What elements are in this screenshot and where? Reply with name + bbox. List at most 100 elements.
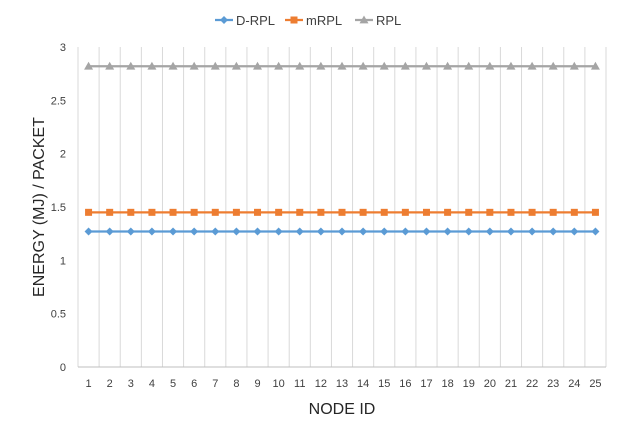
x-tick-label: 19	[463, 378, 475, 390]
x-tick-label: 3	[128, 378, 134, 390]
x-tick-label: 25	[589, 378, 601, 390]
x-tick-label: 18	[441, 378, 453, 390]
data-point-d-rpl	[295, 227, 304, 236]
data-point-d-rpl	[190, 227, 199, 236]
data-point-rpl	[590, 61, 600, 70]
data-point-d-rpl	[528, 227, 537, 236]
x-tick-label: 15	[378, 378, 390, 390]
y-tick-label: 2	[60, 149, 66, 161]
x-tick-label: 11	[294, 378, 305, 390]
data-point-d-rpl	[169, 227, 178, 236]
series-mrpl	[85, 208, 599, 216]
grid	[77, 47, 607, 367]
data-point-rpl	[295, 61, 305, 70]
data-point-mrpl	[570, 208, 578, 216]
series-d-rpl	[84, 227, 600, 236]
data-point-mrpl	[507, 208, 515, 216]
data-point-mrpl	[211, 208, 219, 216]
data-point-d-rpl	[591, 227, 600, 236]
x-tick-label: 16	[399, 378, 411, 390]
data-point-mrpl	[275, 208, 283, 216]
legend-item-mrpl: mRPL	[285, 13, 342, 28]
x-tick-label: 14	[357, 378, 369, 390]
data-point-d-rpl	[485, 227, 494, 236]
legend-item-rpl: RPL	[355, 13, 401, 28]
data-point-d-rpl	[338, 227, 346, 236]
data-point-d-rpl	[401, 227, 410, 236]
data-point-rpl	[210, 61, 220, 70]
data-point-rpl	[337, 61, 347, 70]
legend-label-mrpl: mRPL	[306, 13, 342, 28]
x-tick-label: 4	[149, 378, 155, 390]
data-point-rpl	[506, 61, 516, 70]
data-point-mrpl	[296, 208, 304, 216]
data-point-rpl	[105, 61, 115, 70]
y-tick-label: 1.5	[51, 202, 66, 214]
data-point-d-rpl	[105, 227, 114, 236]
data-point-d-rpl	[549, 227, 558, 236]
data-point-rpl	[548, 61, 558, 70]
axes: 00.511.522.531 2 3 4 5 6 7 8 9 10 11 12 13 14 15 16 17 18…	[51, 42, 606, 390]
data-point-mrpl	[232, 208, 240, 216]
data-point-mrpl	[148, 208, 156, 216]
x-tick-label: 1	[85, 378, 91, 390]
data-point-mrpl	[127, 208, 135, 216]
data-point-mrpl	[401, 208, 409, 216]
data-point-rpl	[274, 61, 284, 70]
data-point-rpl	[464, 61, 474, 70]
data-point-mrpl	[106, 208, 114, 216]
x-tick-label: 23	[547, 378, 559, 390]
data-point-rpl	[379, 61, 389, 70]
data-point-rpl	[316, 61, 326, 70]
y-tick-label: 1	[60, 255, 66, 267]
data-point-mrpl	[169, 208, 177, 216]
x-tick-label: 9	[254, 378, 260, 390]
data-point-d-rpl	[84, 227, 93, 236]
data-point-mrpl	[338, 208, 346, 216]
x-tick-label: 5	[170, 378, 176, 390]
series-group	[84, 61, 600, 236]
data-point-d-rpl	[232, 227, 241, 236]
x-tick-label: 20	[484, 378, 496, 390]
x-tick-label: 7	[212, 378, 218, 390]
data-point-mrpl	[444, 208, 452, 216]
x-tick-label: 13	[336, 378, 348, 390]
data-point-rpl	[168, 61, 178, 70]
data-point-rpl	[421, 61, 431, 70]
data-point-d-rpl	[253, 227, 262, 236]
data-point-d-rpl	[211, 227, 220, 236]
legend-marker-rpl	[359, 15, 369, 24]
x-tick-label: 17	[420, 378, 432, 390]
data-point-mrpl	[190, 208, 198, 216]
data-point-mrpl	[359, 208, 367, 216]
legend-marker-d-rpl	[220, 16, 228, 24]
data-point-rpl	[189, 61, 199, 70]
y-tick-label: 0.5	[51, 309, 66, 321]
data-point-d-rpl	[464, 227, 473, 236]
legend: D-RPL mRPL RPL	[215, 13, 401, 28]
x-tick-label: 10	[273, 378, 285, 390]
data-point-mrpl	[380, 208, 388, 216]
legend-marker-mrpl	[290, 16, 298, 24]
data-point-mrpl	[528, 208, 536, 216]
legend-label-d-rpl: D-RPL	[236, 13, 275, 28]
y-tick-label: 0	[60, 362, 66, 374]
legend-label-rpl: RPL	[376, 13, 401, 28]
y-tick-label: 2.5	[51, 95, 66, 107]
data-point-rpl	[443, 61, 453, 70]
data-point-rpl	[569, 61, 579, 70]
data-point-rpl	[231, 61, 241, 70]
data-point-rpl	[527, 61, 537, 70]
data-point-mrpl	[486, 208, 494, 216]
series-rpl	[84, 61, 600, 70]
data-point-mrpl	[254, 208, 262, 216]
data-point-mrpl	[85, 208, 93, 216]
data-point-rpl	[253, 61, 263, 70]
data-point-d-rpl	[422, 227, 431, 236]
legend-item-d-rpl: D-RPL	[215, 13, 275, 28]
data-point-mrpl	[317, 208, 325, 216]
data-point-mrpl	[591, 208, 599, 216]
data-point-d-rpl	[316, 227, 325, 236]
